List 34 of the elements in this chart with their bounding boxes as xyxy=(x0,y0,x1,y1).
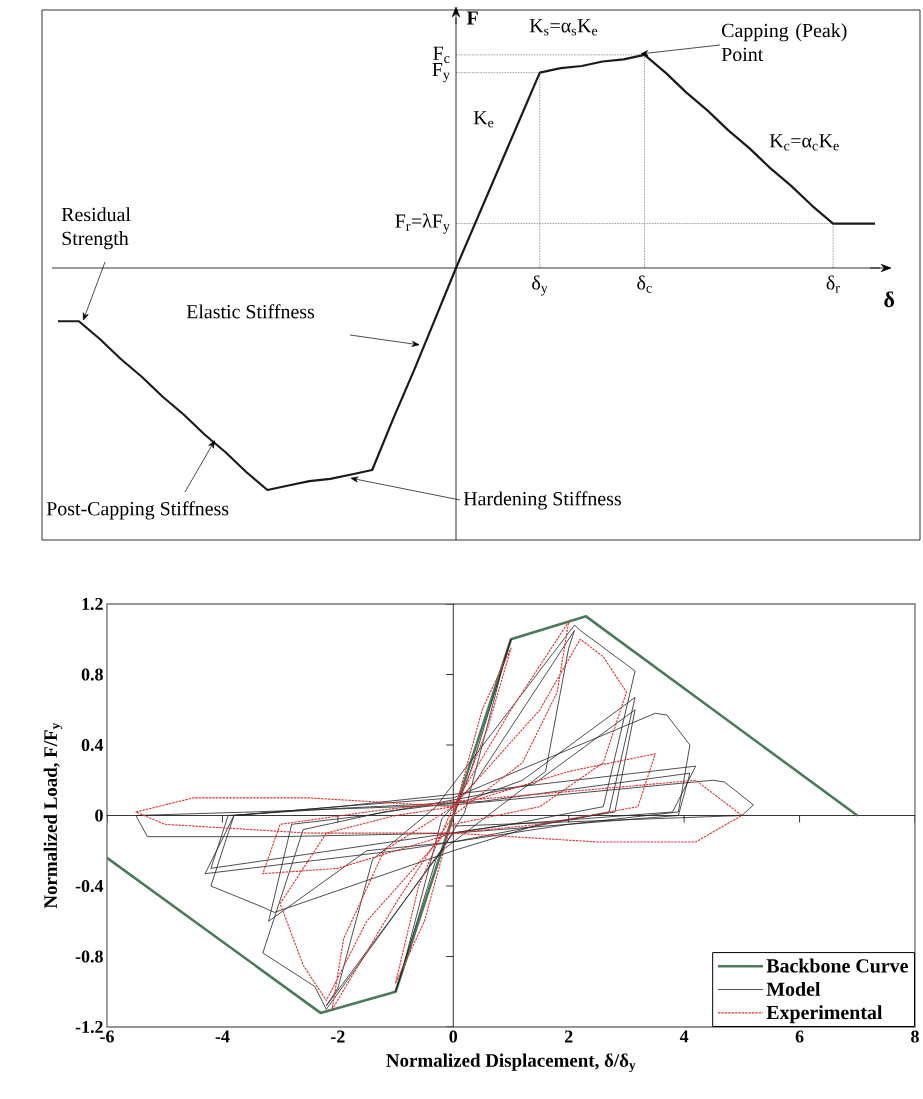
text: K$_{s}$=α$_{s}$K$_{e}$ xyxy=(529,19,598,36)
annotation: Capping (Peak) Point xyxy=(721,23,847,62)
x-axis-title: δ xyxy=(884,291,895,308)
x-tick-label: 4 xyxy=(680,1030,689,1043)
annotation: K$_{e}$ xyxy=(473,111,494,128)
x-tick-label: -4 xyxy=(215,1030,230,1043)
annotation: Elastic Stiffness xyxy=(186,304,315,319)
x-tick-label: 6 xyxy=(795,1030,804,1043)
ref-line-label: F$_{y}$ xyxy=(432,63,450,83)
y-tick-label: 0.4 xyxy=(81,738,104,752)
x-tick-label: δ$_{r}$ xyxy=(826,275,840,293)
ref-line-label: F$_{r}$=λF$_{y}$ xyxy=(395,213,450,234)
y-axis-title: Normalized Load, F/F$_{y}$ xyxy=(43,722,63,909)
y-tick-label: 1.2 xyxy=(82,597,103,611)
x-tick-label: δ$_{y}$ xyxy=(532,275,548,296)
x-tick-label: 2 xyxy=(565,1030,573,1043)
x-tick-label: -2 xyxy=(331,1030,345,1043)
y-axis-title: F xyxy=(466,11,478,25)
y-tick-label: 0.8 xyxy=(81,668,103,681)
x-tick-label: 0 xyxy=(449,1030,458,1043)
x-tick-label: 8 xyxy=(911,1030,919,1043)
legend-label: Experimental xyxy=(766,1005,883,1024)
annotation: K$_{c}$=α$_{c}$K$_{e}$ xyxy=(769,134,839,151)
x-tick-label: δ$_{c}$ xyxy=(637,275,652,293)
y-tick-label: 0 xyxy=(95,809,103,822)
ref-line-label: F$_{c}$ xyxy=(433,46,450,64)
legend-label: Model xyxy=(766,981,821,996)
annotation: Residual Strength xyxy=(61,207,131,250)
legend-label: Backbone Curve xyxy=(766,958,909,973)
text: Hardening Stiffness xyxy=(463,491,622,510)
y-tick-label: -0.4 xyxy=(75,879,104,893)
text: Post-Capping Stiffness xyxy=(46,501,229,520)
y-tick-label: -0.8 xyxy=(75,950,103,963)
x-axis-title: Normalized Displacement, δ/δ$_{y}$ xyxy=(386,1053,636,1073)
